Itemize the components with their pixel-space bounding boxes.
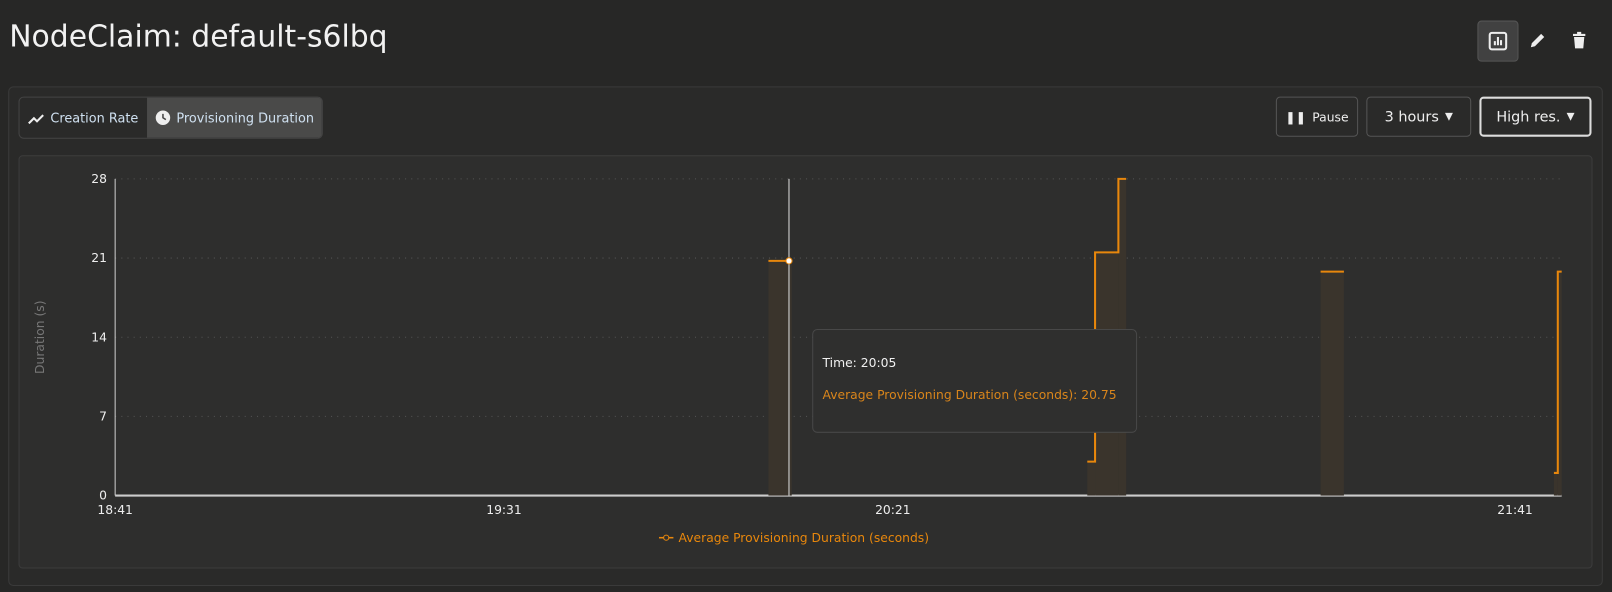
area-fill	[1553, 472, 1558, 496]
caret-down-icon: ▼	[1444, 111, 1453, 123]
pause-label: Pause	[1312, 109, 1349, 124]
duration-chart[interactable]: 0 7 14 21 28 18:41 19:31 20:21 21:41 Duration (s)…	[20, 156, 1592, 567]
series-line	[768, 177, 1562, 474]
y-tick-label: 7	[99, 409, 107, 423]
metrics-button[interactable]	[1477, 20, 1519, 62]
chart-container: 0 7 14 21 28 18:41 19:31 20:21 21:41 Duration (s)…	[18, 155, 1593, 569]
x-tick-label: 19:31	[486, 503, 522, 517]
delete-button[interactable]	[1560, 21, 1599, 60]
trend-icon	[28, 113, 44, 124]
legend-marker-dot	[663, 534, 670, 541]
edit-icon	[1530, 33, 1545, 48]
area-fill	[768, 260, 792, 496]
tab-label: Provisioning Duration	[176, 110, 314, 126]
metrics-panel: Creation Rate Provisioning Duration ❚❚ Pa…	[8, 86, 1603, 587]
time-range-select[interactable]: 3 hours ▼	[1366, 96, 1472, 137]
edit-button[interactable]	[1519, 21, 1558, 60]
x-tick-label: 20:21	[875, 503, 911, 517]
range-label: 3 hours	[1384, 108, 1439, 125]
caret-down-icon: ▼	[1566, 111, 1575, 123]
metric-tabs: Creation Rate Provisioning Duration	[18, 96, 324, 139]
page-title: NodeClaim: default-s6lbq	[9, 18, 388, 54]
tooltip-value: Average Provisioning Duration (seconds):…	[822, 387, 1117, 402]
area-fill	[1557, 271, 1562, 496]
chart-tooltip: Time: 20:05 Average Provisioning Duratio…	[812, 328, 1138, 433]
y-tick-label: 28	[91, 172, 107, 186]
y-tick-label: 0	[99, 489, 107, 503]
tab-label: Creation Rate	[50, 110, 139, 126]
y-tick-label: 14	[91, 330, 107, 344]
resolution-select[interactable]: High res. ▼	[1479, 96, 1592, 137]
chart-icon	[1488, 31, 1508, 51]
tab-creation-rate[interactable]: Creation Rate	[20, 98, 147, 138]
y-axis-label: Duration (s)	[33, 300, 47, 374]
clock-icon	[155, 110, 170, 125]
area-fill	[1087, 461, 1096, 496]
tab-provisioning-duration[interactable]: Provisioning Duration	[146, 97, 323, 138]
tooltip-time: Time: 20:05	[822, 355, 897, 371]
hover-point	[785, 257, 793, 265]
pause-icon: ❚❚	[1285, 109, 1307, 124]
x-tick-label: 18:41	[97, 503, 133, 517]
legend-label: Average Provisioning Duration (seconds)	[679, 531, 929, 545]
resolution-label: High res.	[1496, 108, 1561, 125]
x-tick-label: 21:41	[1497, 503, 1533, 517]
area-fill	[1320, 271, 1344, 496]
y-tick-label: 21	[91, 251, 107, 265]
delete-icon	[1572, 31, 1586, 49]
pause-button[interactable]: ❚❚ Pause	[1275, 96, 1359, 137]
